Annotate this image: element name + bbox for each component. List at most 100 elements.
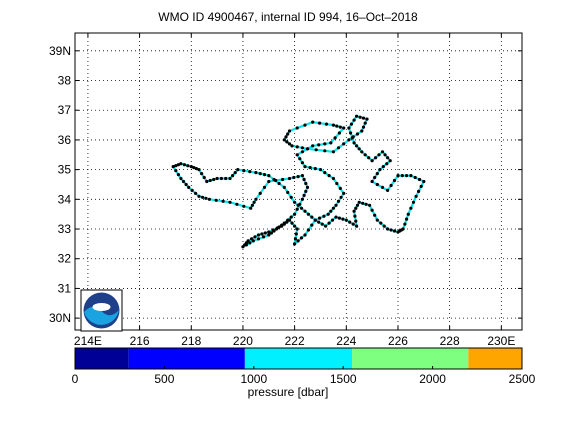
- profile-point: [357, 147, 361, 151]
- profile-point: [361, 125, 366, 129]
- profile-point: [282, 185, 286, 189]
- profile-point: [200, 172, 204, 176]
- lat-tick-label: 39N: [49, 44, 71, 58]
- profile-point: [300, 197, 304, 201]
- profile-point: [250, 203, 254, 207]
- profile-point: [338, 186, 342, 190]
- profile-point: [300, 146, 304, 150]
- profile-point: [360, 129, 364, 133]
- profile-point: [326, 212, 330, 216]
- profile-point: [258, 191, 262, 195]
- profile-point: [322, 214, 326, 218]
- profile-point: [295, 207, 299, 211]
- profile-point: [304, 189, 308, 193]
- profile-point: [352, 209, 356, 213]
- profile-point: [334, 215, 338, 219]
- profile-point: [242, 204, 246, 208]
- profile-point: [200, 195, 205, 199]
- profile-point: [344, 218, 348, 222]
- profile-point: [331, 123, 335, 127]
- profile-point: [364, 202, 368, 206]
- profile-point: [336, 199, 341, 203]
- profile-point: [284, 135, 288, 139]
- profile-point: [370, 208, 374, 212]
- profile-point: [405, 217, 409, 221]
- profile-point: [411, 200, 416, 204]
- profile-point: [352, 141, 356, 145]
- profile-point: [192, 166, 196, 170]
- profile-point: [263, 231, 267, 235]
- profile-point: [285, 220, 289, 224]
- profile-point: [318, 121, 322, 125]
- colorbar-tick-label: 500: [154, 372, 174, 386]
- profile-point: [323, 142, 327, 146]
- profile-point: [293, 224, 297, 228]
- profile-point: [349, 131, 353, 135]
- profile-point: [294, 232, 298, 236]
- colorbar-label: pressure [dbar]: [247, 385, 329, 399]
- profile-point: [290, 221, 294, 225]
- profile-point: [277, 181, 281, 186]
- profile-point: [285, 140, 289, 144]
- profile-point: [422, 179, 426, 184]
- profile-point: [323, 171, 327, 175]
- profile-point: [378, 168, 382, 172]
- profile-point: [350, 136, 354, 140]
- profile-point: [368, 203, 372, 207]
- profile-point: [293, 237, 298, 241]
- profile-point: [292, 175, 296, 180]
- profile-point: [360, 150, 364, 154]
- profile-point: [348, 220, 352, 224]
- profile-point: [171, 165, 175, 169]
- profile-point: [280, 224, 284, 228]
- profile-point: [331, 176, 335, 181]
- profile-point: [381, 165, 385, 169]
- profile-point: [379, 221, 383, 225]
- profile-point: [409, 206, 413, 210]
- profile-point: [375, 172, 379, 176]
- profile-point: [308, 166, 312, 170]
- profile-point: [248, 170, 252, 174]
- profile-point: [317, 143, 321, 147]
- profile-point: [383, 153, 387, 157]
- profile-point: [295, 153, 299, 157]
- profile-point: [204, 196, 208, 200]
- profile-point: [182, 163, 186, 167]
- profile-point: [290, 144, 294, 148]
- profile-point: [269, 231, 273, 235]
- colorbar-tick-label: 1000: [240, 372, 267, 386]
- profile-point: [355, 114, 359, 118]
- profile-point: [363, 153, 367, 157]
- profile-point: [293, 212, 297, 216]
- profile-point: [236, 168, 240, 172]
- profile-point: [189, 165, 193, 169]
- profile-point: [256, 233, 261, 237]
- profile-point: [235, 202, 239, 206]
- profile-point: [254, 197, 258, 201]
- profile-point: [212, 177, 216, 182]
- colorbar-band: [75, 348, 129, 369]
- profile-point: [296, 239, 300, 243]
- profile-point: [406, 212, 410, 216]
- profile-point: [184, 182, 188, 187]
- profile-point: [324, 224, 328, 228]
- profile-point: [282, 222, 286, 226]
- profile-point: [296, 203, 300, 207]
- profile-point: [286, 132, 290, 136]
- profile-point: [403, 222, 407, 226]
- profile-point: [373, 175, 377, 180]
- profile-point: [318, 168, 323, 172]
- profile-point: [293, 200, 297, 204]
- profile-point: [267, 179, 271, 184]
- profile-point: [296, 175, 300, 179]
- profile-point: [295, 227, 299, 231]
- profile-point: [400, 174, 404, 178]
- profile-point: [250, 237, 254, 241]
- profile-point: [389, 183, 393, 188]
- profile-point: [363, 121, 367, 125]
- profile-point: [318, 216, 322, 220]
- profile-point: [339, 195, 343, 199]
- profile-point: [396, 174, 400, 178]
- profile-point: [380, 150, 385, 154]
- profile-point: [262, 235, 266, 239]
